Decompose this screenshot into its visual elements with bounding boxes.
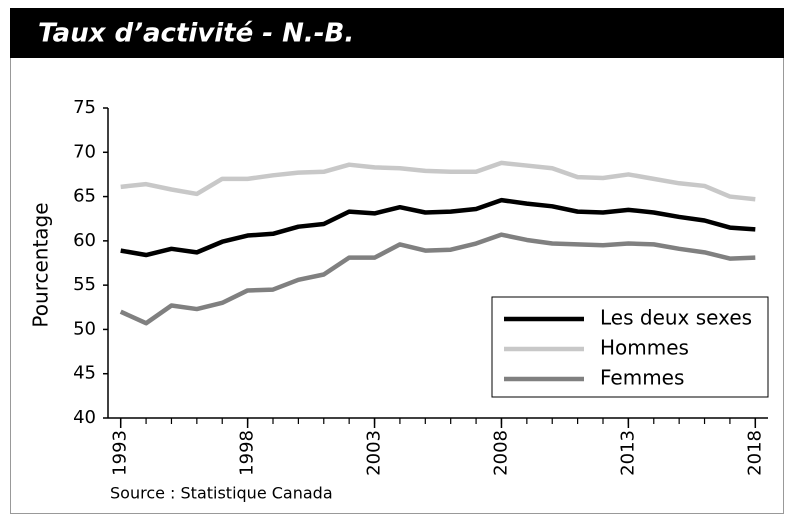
series-line: [120, 160, 756, 202]
series-line: [120, 197, 756, 258]
series-line: [119, 232, 756, 326]
chart-title: Taux d’activité - N.-B.: [38, 19, 354, 49]
y-tick-label: 40: [73, 407, 96, 428]
x-tick-label: 2018: [744, 430, 765, 476]
y-tick-label: 50: [73, 318, 96, 339]
legend-label: Les deux sexes: [600, 306, 752, 330]
y-tick-label: 70: [73, 141, 96, 162]
title-bar: [10, 8, 784, 58]
y-tick-label: 60: [73, 230, 96, 251]
y-tick-label: 75: [73, 97, 96, 118]
x-tick-label: 2008: [490, 430, 511, 476]
y-tick-label: 65: [73, 186, 96, 207]
y-axis-label: Pourcentage: [29, 202, 53, 327]
x-tick-label: 2013: [617, 430, 638, 476]
legend-label: Femmes: [600, 366, 684, 390]
y-tick-label: 45: [73, 363, 96, 384]
legend-label: Hommes: [600, 336, 689, 360]
x-tick-label: 1993: [110, 430, 131, 476]
source: Source : Statistique Canada: [110, 484, 333, 503]
x-tick-label: 1998: [237, 430, 258, 476]
y-tick-label: 55: [73, 274, 96, 295]
x-tick-label: 2003: [364, 430, 385, 476]
